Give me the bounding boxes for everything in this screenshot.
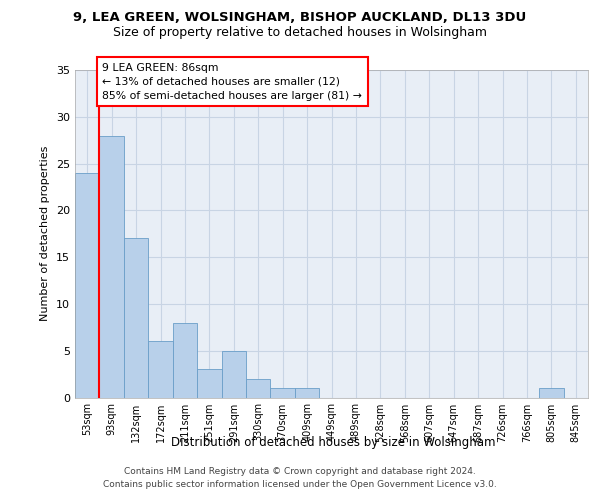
- Bar: [539, 388, 563, 398]
- Text: Contains HM Land Registry data © Crown copyright and database right 2024.
Contai: Contains HM Land Registry data © Crown c…: [103, 468, 497, 489]
- Bar: [246, 379, 271, 398]
- Bar: [197, 370, 221, 398]
- Bar: [100, 136, 124, 398]
- Bar: [173, 322, 197, 398]
- Bar: [75, 173, 100, 398]
- Text: 9, LEA GREEN, WOLSINGHAM, BISHOP AUCKLAND, DL13 3DU: 9, LEA GREEN, WOLSINGHAM, BISHOP AUCKLAN…: [73, 11, 527, 24]
- Text: Distribution of detached houses by size in Wolsingham: Distribution of detached houses by size …: [171, 436, 495, 449]
- Y-axis label: Number of detached properties: Number of detached properties: [40, 146, 50, 322]
- Bar: [148, 342, 173, 398]
- Bar: [124, 238, 148, 398]
- Text: Size of property relative to detached houses in Wolsingham: Size of property relative to detached ho…: [113, 26, 487, 39]
- Bar: [271, 388, 295, 398]
- Text: 9 LEA GREEN: 86sqm
← 13% of detached houses are smaller (12)
85% of semi-detache: 9 LEA GREEN: 86sqm ← 13% of detached hou…: [103, 62, 362, 100]
- Bar: [221, 350, 246, 398]
- Bar: [295, 388, 319, 398]
